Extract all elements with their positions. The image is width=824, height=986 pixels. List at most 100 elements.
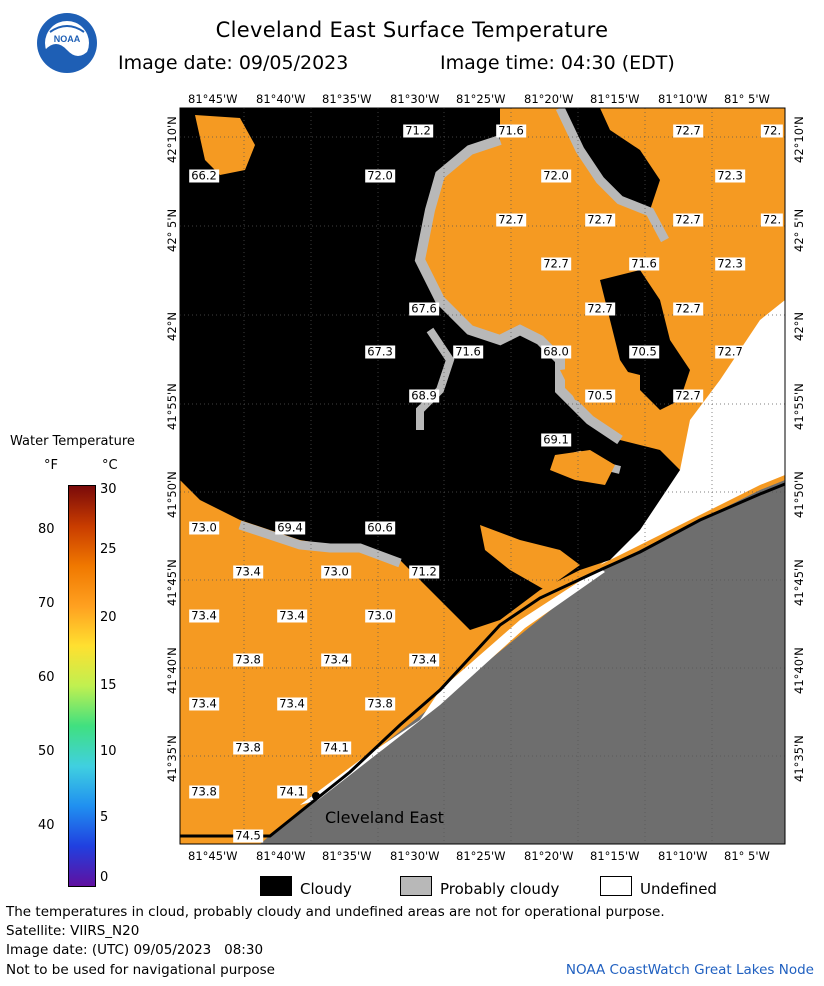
temperature-label: 72.7 — [496, 212, 526, 227]
image-time: Image time: 04:30 (EDT) — [440, 52, 675, 74]
lat-tick-right: 41°55'N — [792, 383, 806, 430]
temperature-label: 72.3 — [715, 168, 745, 183]
temperature-label: 66.2 — [189, 168, 219, 183]
temperature-label: 72. — [760, 212, 784, 227]
temperature-label: 73.4 — [189, 696, 219, 711]
temperature-label: 71.2 — [403, 123, 433, 138]
page-title: Cleveland East Surface Temperature — [215, 18, 609, 42]
lon-tick-bottom: 81°20'W — [524, 849, 574, 863]
satellite-info: Satellite: VIIRS_N20 — [6, 923, 140, 939]
temperature-label: 74.1 — [277, 784, 307, 799]
lat-tick-right: 41°50'N — [792, 471, 806, 518]
temperature-label: 73.4 — [321, 652, 351, 667]
colorbar-unit-c: °C — [102, 458, 118, 473]
lat-tick-left: 41°35'N — [165, 735, 179, 782]
temperature-label: 71.2 — [409, 564, 439, 579]
temperature-label: 73.0 — [365, 608, 395, 623]
temperature-label: 72.7 — [541, 256, 571, 271]
lon-tick-top: 81°30'W — [390, 92, 440, 106]
colorbar-c-label: 5 — [100, 810, 109, 825]
legend-swatch-probably-cloudy — [400, 876, 432, 896]
lat-tick-right: 42° 5'N — [792, 208, 806, 252]
temperature-label: 69.1 — [541, 432, 571, 447]
temperature-label: 68.9 — [409, 388, 439, 403]
temperature-label: 72.3 — [715, 256, 745, 271]
lon-tick-bottom: 81°10'W — [658, 849, 708, 863]
logo-text: NOAA — [54, 34, 81, 44]
temperature-label: 73.8 — [365, 696, 395, 711]
temperature-label: 72.0 — [541, 168, 571, 183]
lon-tick-bottom: 81°40'W — [256, 849, 306, 863]
temperature-label: 72.7 — [673, 123, 703, 138]
colorbar-unit-f: °F — [44, 458, 58, 473]
temperature-label: 73.4 — [277, 696, 307, 711]
utc-date: Image date: (UTC) 09/05/2023 08:30 — [6, 942, 264, 958]
lon-tick-bottom: 81° 5'W — [724, 849, 770, 863]
temperature-label: 72.7 — [585, 212, 615, 227]
temperature-label: 71.6 — [496, 123, 526, 138]
colorbar-c-label: 20 — [100, 610, 117, 625]
lat-tick-left: 41°40'N — [165, 647, 179, 694]
colorbar — [68, 485, 96, 887]
colorbar-c-label: 25 — [100, 542, 117, 557]
temperature-label: 73.0 — [321, 564, 351, 579]
temperature-label: 71.6 — [453, 344, 483, 359]
lat-tick-right: 41°35'N — [792, 735, 806, 782]
lat-tick-left: 41°50'N — [165, 471, 179, 518]
temperature-label: 73.4 — [409, 652, 439, 667]
lat-tick-right: 42°10'N — [792, 116, 806, 163]
colorbar-c-label: 10 — [100, 744, 117, 759]
lat-tick-left: 42° 5'N — [165, 208, 179, 252]
lon-tick-top: 81° 5'W — [724, 92, 770, 106]
lon-tick-bottom: 81°25'W — [456, 849, 506, 863]
lat-tick-right: 41°40'N — [792, 647, 806, 694]
temperature-label: 73.8 — [189, 784, 219, 799]
image-date: Image date: 09/05/2023 — [118, 52, 349, 74]
temperature-label: 74.5 — [233, 828, 263, 843]
nav-warning: Not to be used for navigational purpose — [6, 962, 275, 978]
temperature-label: 72.7 — [673, 301, 703, 316]
temperature-label: 73.4 — [189, 608, 219, 623]
land-area — [260, 480, 785, 844]
temperature-label: 67.6 — [409, 301, 439, 316]
colorbar-title: Water Temperature — [10, 434, 135, 449]
lon-tick-bottom: 81°45'W — [188, 849, 238, 863]
temperature-label: 72.7 — [715, 344, 745, 359]
temperature-label: 60.6 — [365, 520, 395, 535]
temperature-label: 72. — [760, 123, 784, 138]
lon-tick-bottom: 81°15'W — [590, 849, 640, 863]
temperature-label: 73.4 — [277, 608, 307, 623]
temperature-label: 69.4 — [275, 520, 305, 535]
temperature-label: 70.5 — [629, 344, 659, 359]
colorbar-f-label: 50 — [38, 744, 55, 759]
lon-tick-bottom: 81°35'W — [322, 849, 372, 863]
temperature-label: 72.7 — [585, 301, 615, 316]
legend-label-cloudy: Cloudy — [300, 880, 352, 898]
temperature-label: 72.7 — [673, 388, 703, 403]
colorbar-f-label: 40 — [38, 818, 55, 833]
lat-tick-right: 42°N — [792, 312, 806, 341]
credit: NOAA CoastWatch Great Lakes Node — [565, 962, 814, 978]
temperature-label: 73.0 — [189, 520, 219, 535]
map-location-label: Cleveland East — [325, 808, 444, 827]
lon-tick-top: 81°20'W — [524, 92, 574, 106]
colorbar-c-label: 0 — [100, 870, 109, 885]
temperature-label: 72.7 — [673, 212, 703, 227]
undefined-area — [600, 300, 785, 565]
temperature-label: 73.8 — [233, 740, 263, 755]
temperature-label: 73.4 — [233, 564, 263, 579]
legend-label-probably-cloudy: Probably cloudy — [440, 880, 560, 898]
colorbar-f-label: 80 — [38, 522, 55, 537]
temperature-label: 73.8 — [233, 652, 263, 667]
legend-swatch-cloudy — [260, 876, 292, 896]
temperature-label: 68.0 — [541, 344, 571, 359]
colorbar-f-label: 70 — [38, 596, 55, 611]
lon-tick-top: 81°40'W — [256, 92, 306, 106]
temperature-label: 74.1 — [321, 740, 351, 755]
temperature-label: 71.6 — [629, 256, 659, 271]
lat-tick-left: 41°55'N — [165, 383, 179, 430]
colorbar-f-label: 60 — [38, 670, 55, 685]
legend-label-undefined: Undefined — [640, 880, 717, 898]
noaa-logo-icon: NOAA — [36, 12, 98, 74]
